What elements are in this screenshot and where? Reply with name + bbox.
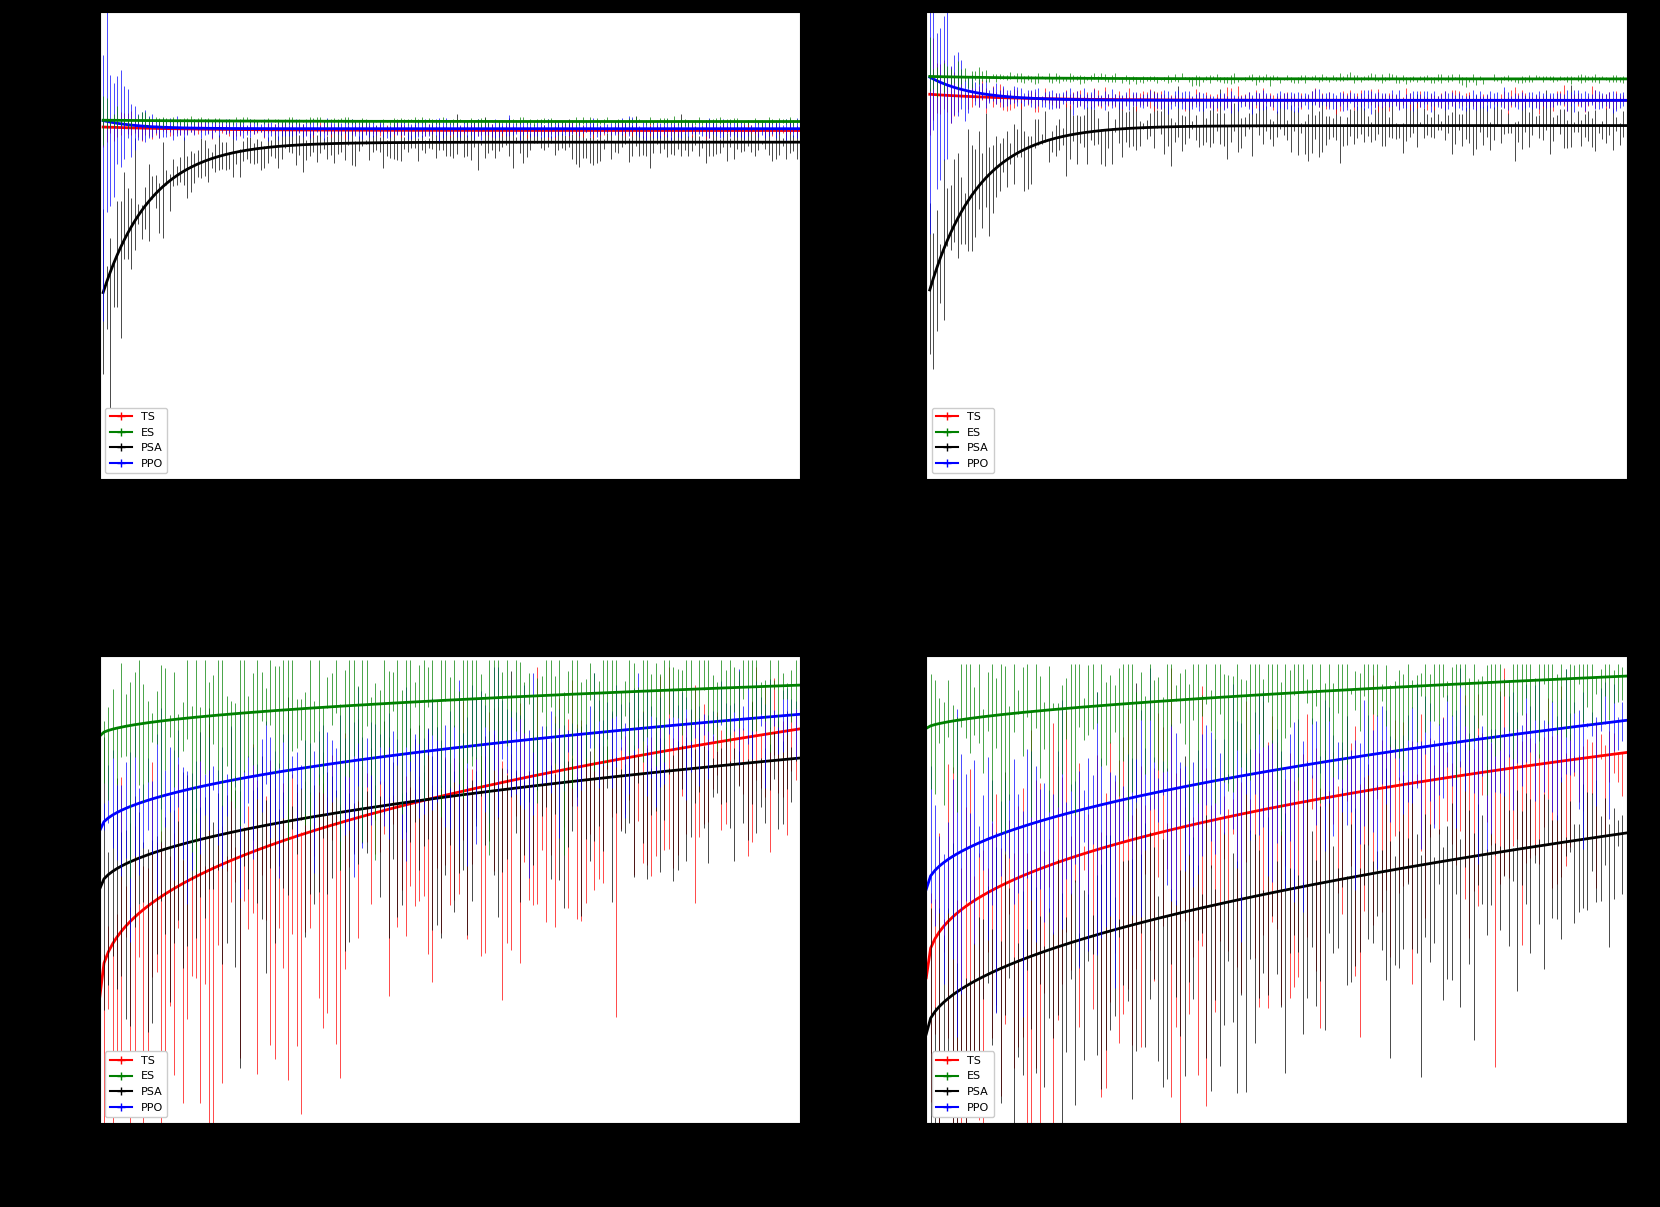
- Y-axis label: reward: reward: [15, 221, 28, 269]
- X-axis label: Generation: Generation: [1238, 1151, 1315, 1166]
- X-axis label: Generation: Generation: [412, 1151, 488, 1166]
- Legend: TS, ES, PSA, PPO: TS, ES, PSA, PPO: [105, 1051, 168, 1116]
- Legend: TS, ES, PSA, PPO: TS, ES, PSA, PPO: [105, 408, 168, 473]
- Legend: TS, ES, PSA, PPO: TS, ES, PSA, PPO: [931, 408, 994, 473]
- X-axis label: Generation: Generation: [412, 508, 488, 521]
- Legend: TS, ES, PSA, PPO: TS, ES, PSA, PPO: [931, 1051, 994, 1116]
- Y-axis label: reward: reward: [842, 221, 855, 269]
- Y-axis label: maxobj: maxobj: [858, 863, 873, 915]
- Y-axis label: maxobj: maxobj: [32, 863, 46, 915]
- X-axis label: Generation: Generation: [1238, 508, 1315, 521]
